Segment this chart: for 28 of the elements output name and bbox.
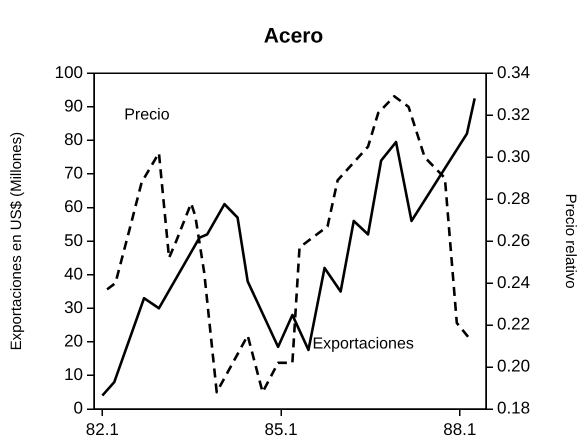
y2-tick-label: 0.34 (497, 62, 530, 82)
y2-tick-label: 0.28 (497, 188, 530, 208)
y2-tick-label: 0.22 (497, 314, 530, 334)
y-tick-label: 30 (64, 298, 83, 317)
y2-tick-label: 0.32 (497, 104, 530, 124)
x-tick-label: 82.1 (86, 420, 119, 439)
chart-title: Acero (264, 24, 324, 48)
y2-tick-label: 0.24 (497, 272, 530, 292)
y-tick-label: 60 (64, 197, 83, 216)
y-tick-label: 40 (64, 264, 83, 284)
y2-tick-label: 0.26 (497, 230, 530, 250)
y-tick-label: 90 (64, 96, 83, 116)
y-tick-label: 20 (64, 332, 83, 351)
y-tick-label: 100 (54, 62, 83, 82)
y2-axis-title: Precio relativo (562, 194, 579, 289)
y-axis-title: Exportaciones en US$ (Millones) (8, 132, 26, 350)
y2-tick-label: 0.18 (497, 398, 530, 418)
y-tick-label: 10 (64, 365, 83, 384)
series-label: Exportaciones (312, 335, 414, 352)
x-tick-label: 88.1 (443, 420, 476, 439)
y-tick-label: 80 (64, 130, 83, 150)
series-label: Precio (124, 106, 170, 124)
y-tick-label: 0 (74, 398, 83, 418)
y-tick-label: 70 (64, 164, 83, 183)
y-tick-label: 50 (64, 230, 83, 250)
x-tick-label: 85.1 (264, 420, 298, 439)
y2-tick-label: 0.20 (497, 356, 530, 376)
y2-tick-label: 0.30 (497, 146, 530, 166)
